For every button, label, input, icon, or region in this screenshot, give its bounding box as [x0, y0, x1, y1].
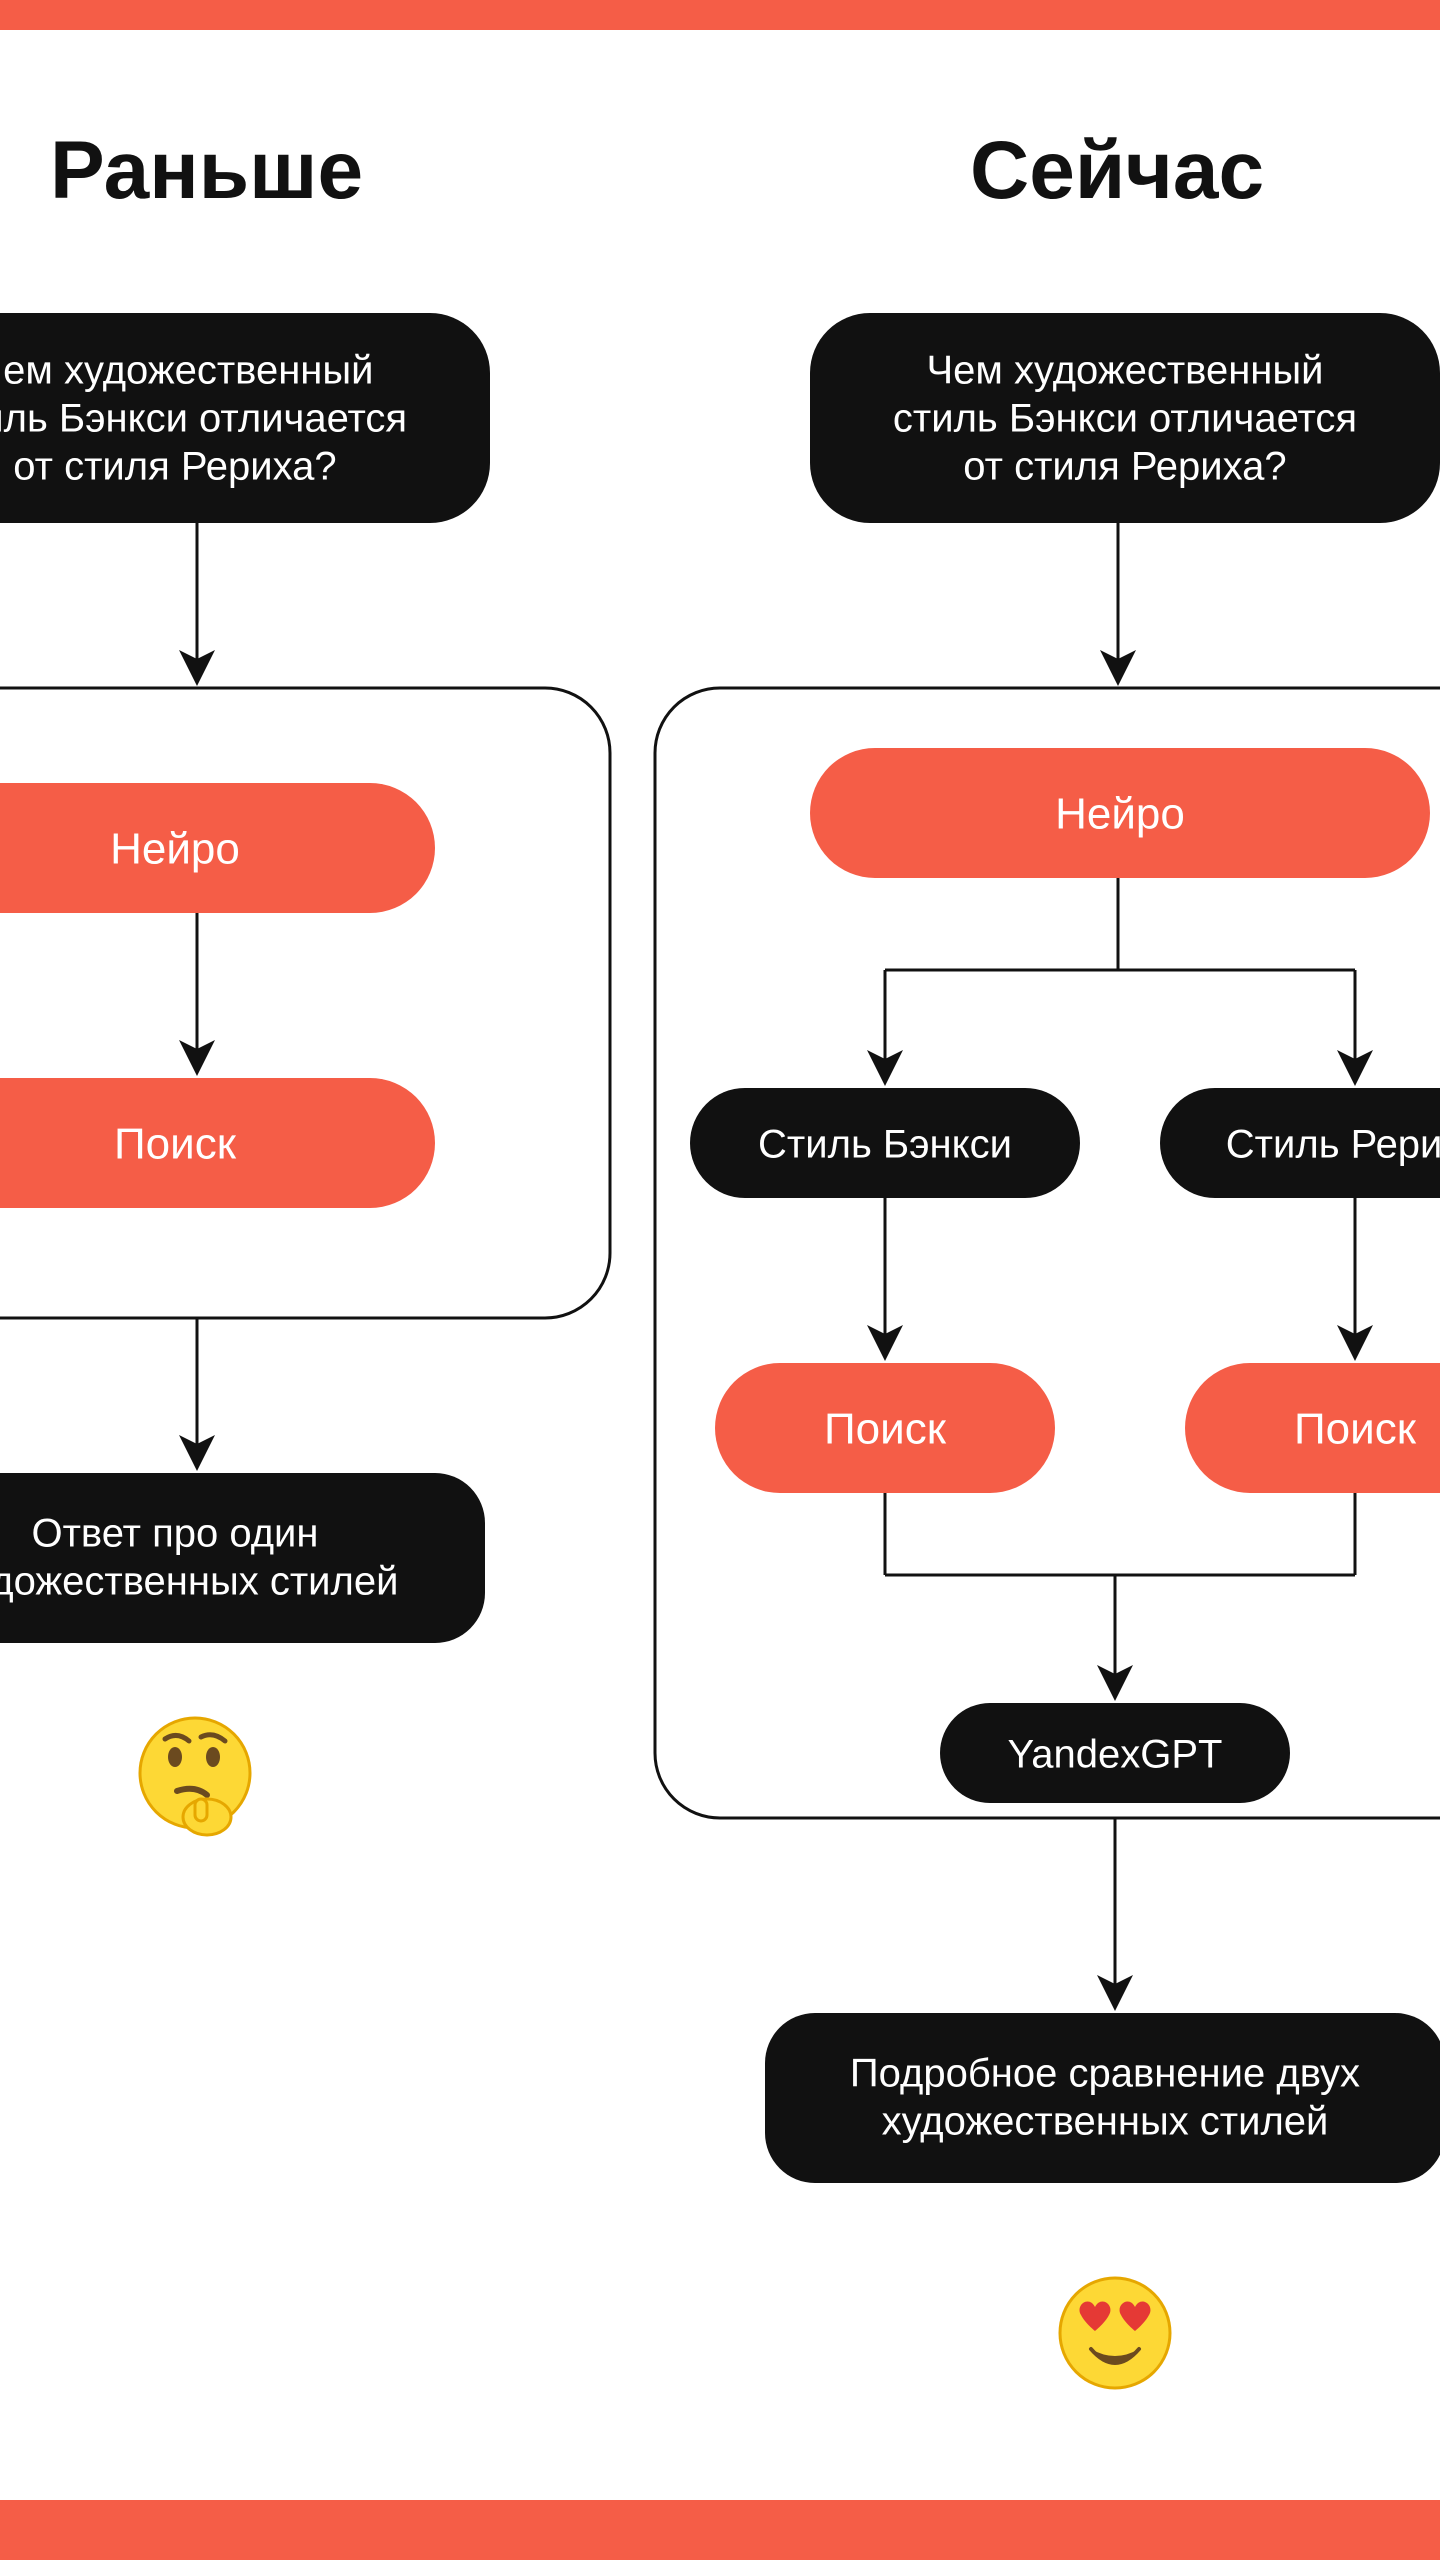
q-right-line3: от стиля Рериха? [963, 445, 1286, 489]
poisk-r1-label: Поиск [824, 1405, 947, 1454]
node-answer-right: Подробное сравнение двух художественных … [765, 2013, 1440, 2183]
neiro-left-label: Нейро [110, 825, 240, 874]
ans-right-line2: художественных стилей [882, 2100, 1329, 2144]
node-answer-left: Ответ про один художественных стилей [0, 1473, 485, 1643]
node-style-banksy: Стиль Бэнкси [690, 1088, 1080, 1198]
node-style-rerih: Стиль Рериха [1160, 1088, 1440, 1198]
yagpt-label: YandexGPT [1008, 1733, 1223, 1777]
heart-eyes-emoji-icon [1060, 2278, 1170, 2388]
edge-fork-bar [885, 878, 1355, 970]
ans-left-line2: художественных стилей [0, 1560, 398, 1604]
frame-left [0, 688, 610, 1318]
node-yandexgpt: YandexGPT [940, 1703, 1290, 1803]
node-poisk-r1: Поиск [715, 1363, 1055, 1493]
q-left-line3: от стиля Рериха? [13, 445, 336, 489]
diagram-canvas: Раньше Сейчас Чем художественный стиль Б… [0, 0, 1440, 2560]
node-poisk-left: Поиск [0, 1078, 435, 1208]
heading-right: Сейчас [970, 125, 1264, 216]
q-left-line1: Чем художественный [0, 349, 373, 393]
bottom-accent-bar [0, 2500, 1440, 2560]
top-accent-bar [0, 0, 1440, 30]
q-right-line1: Чем художественный [927, 349, 1324, 393]
style-banksy-label: Стиль Бэнкси [758, 1123, 1012, 1167]
node-neiro-right: Нейро [810, 748, 1430, 878]
heading-left: Раньше [50, 125, 363, 216]
q-left-line2: стиль Бэнкси отличается [0, 397, 407, 441]
poisk-left-label: Поиск [114, 1120, 237, 1169]
node-question-right: Чем художественный стиль Бэнкси отличает… [810, 313, 1440, 523]
ans-right-line1: Подробное сравнение двух [850, 2052, 1360, 2096]
node-poisk-r2: Поиск [1185, 1363, 1440, 1493]
edge-join-bar [885, 1493, 1355, 1575]
neiro-right-label: Нейро [1055, 790, 1185, 839]
node-neiro-left: Нейро [0, 783, 435, 913]
q-right-line2: стиль Бэнкси отличается [893, 397, 1357, 441]
node-question-left: Чем художественный стиль Бэнкси отличает… [0, 313, 490, 523]
poisk-r2-label: Поиск [1294, 1405, 1417, 1454]
thinking-emoji-icon [140, 1718, 250, 1835]
ans-left-line1: Ответ про один [32, 1512, 319, 1556]
style-rerih-label: Стиль Рериха [1226, 1123, 1440, 1167]
